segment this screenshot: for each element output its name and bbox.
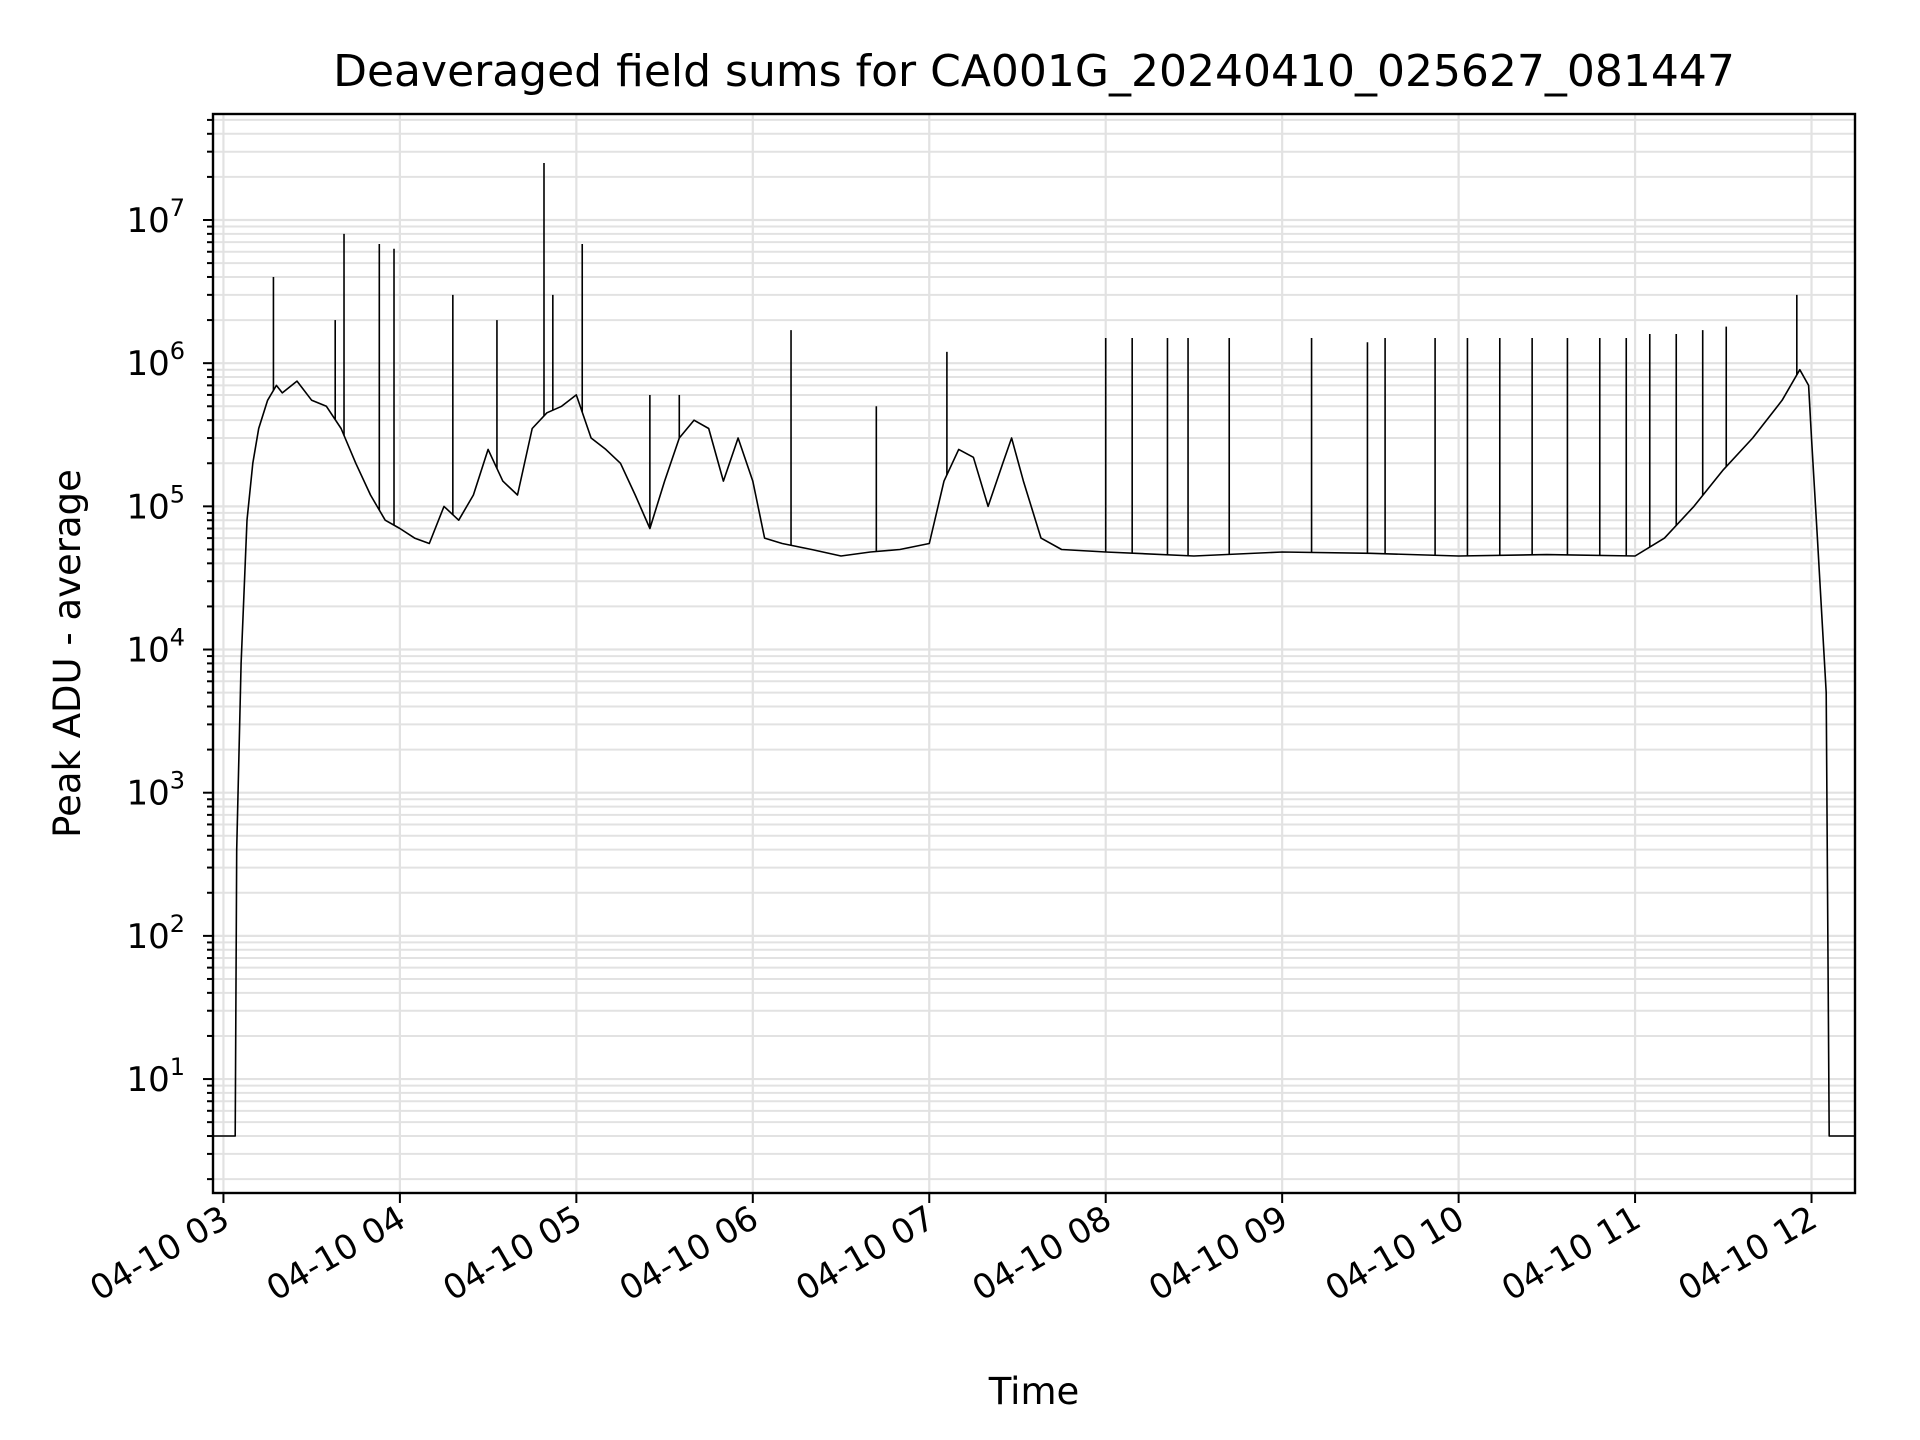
chart-title: Deaveraged field sums for CA001G_2024041… bbox=[333, 46, 1735, 97]
y-tick-base: 10 bbox=[126, 487, 169, 527]
y-tick-exponent: 1 bbox=[170, 1053, 185, 1081]
x-axis-title: Time bbox=[988, 1370, 1080, 1413]
y-tick-base: 10 bbox=[126, 201, 169, 241]
y-tick-label: 105 bbox=[126, 480, 185, 527]
y-tick-exponent: 2 bbox=[170, 910, 185, 938]
series-line bbox=[213, 368, 1855, 1137]
y-axis-title: Peak ADU - average bbox=[46, 469, 89, 838]
y-tick-label: 104 bbox=[126, 624, 185, 671]
plot-frame bbox=[211, 112, 1857, 1195]
y-tick-base: 10 bbox=[126, 774, 169, 814]
y-tick-label: 102 bbox=[126, 910, 185, 957]
y-tick-exponent: 4 bbox=[170, 624, 185, 652]
y-tick-label: 107 bbox=[126, 194, 185, 241]
grid-layer bbox=[213, 114, 1855, 1193]
y-tick-base: 10 bbox=[126, 917, 169, 957]
y-tick-label: 101 bbox=[126, 1053, 185, 1100]
y-tick-base: 10 bbox=[126, 344, 169, 384]
y-tick-exponent: 7 bbox=[170, 194, 185, 222]
y-tick-base: 10 bbox=[126, 1060, 169, 1100]
y-tick-exponent: 6 bbox=[170, 337, 185, 365]
y-tick-label: 106 bbox=[126, 337, 185, 384]
data-layer bbox=[213, 163, 1855, 1137]
y-tick-exponent: 5 bbox=[170, 480, 185, 508]
y-tick-exponent: 3 bbox=[170, 767, 185, 795]
y-tick-base: 10 bbox=[126, 631, 169, 671]
y-tick-label: 103 bbox=[126, 767, 185, 814]
